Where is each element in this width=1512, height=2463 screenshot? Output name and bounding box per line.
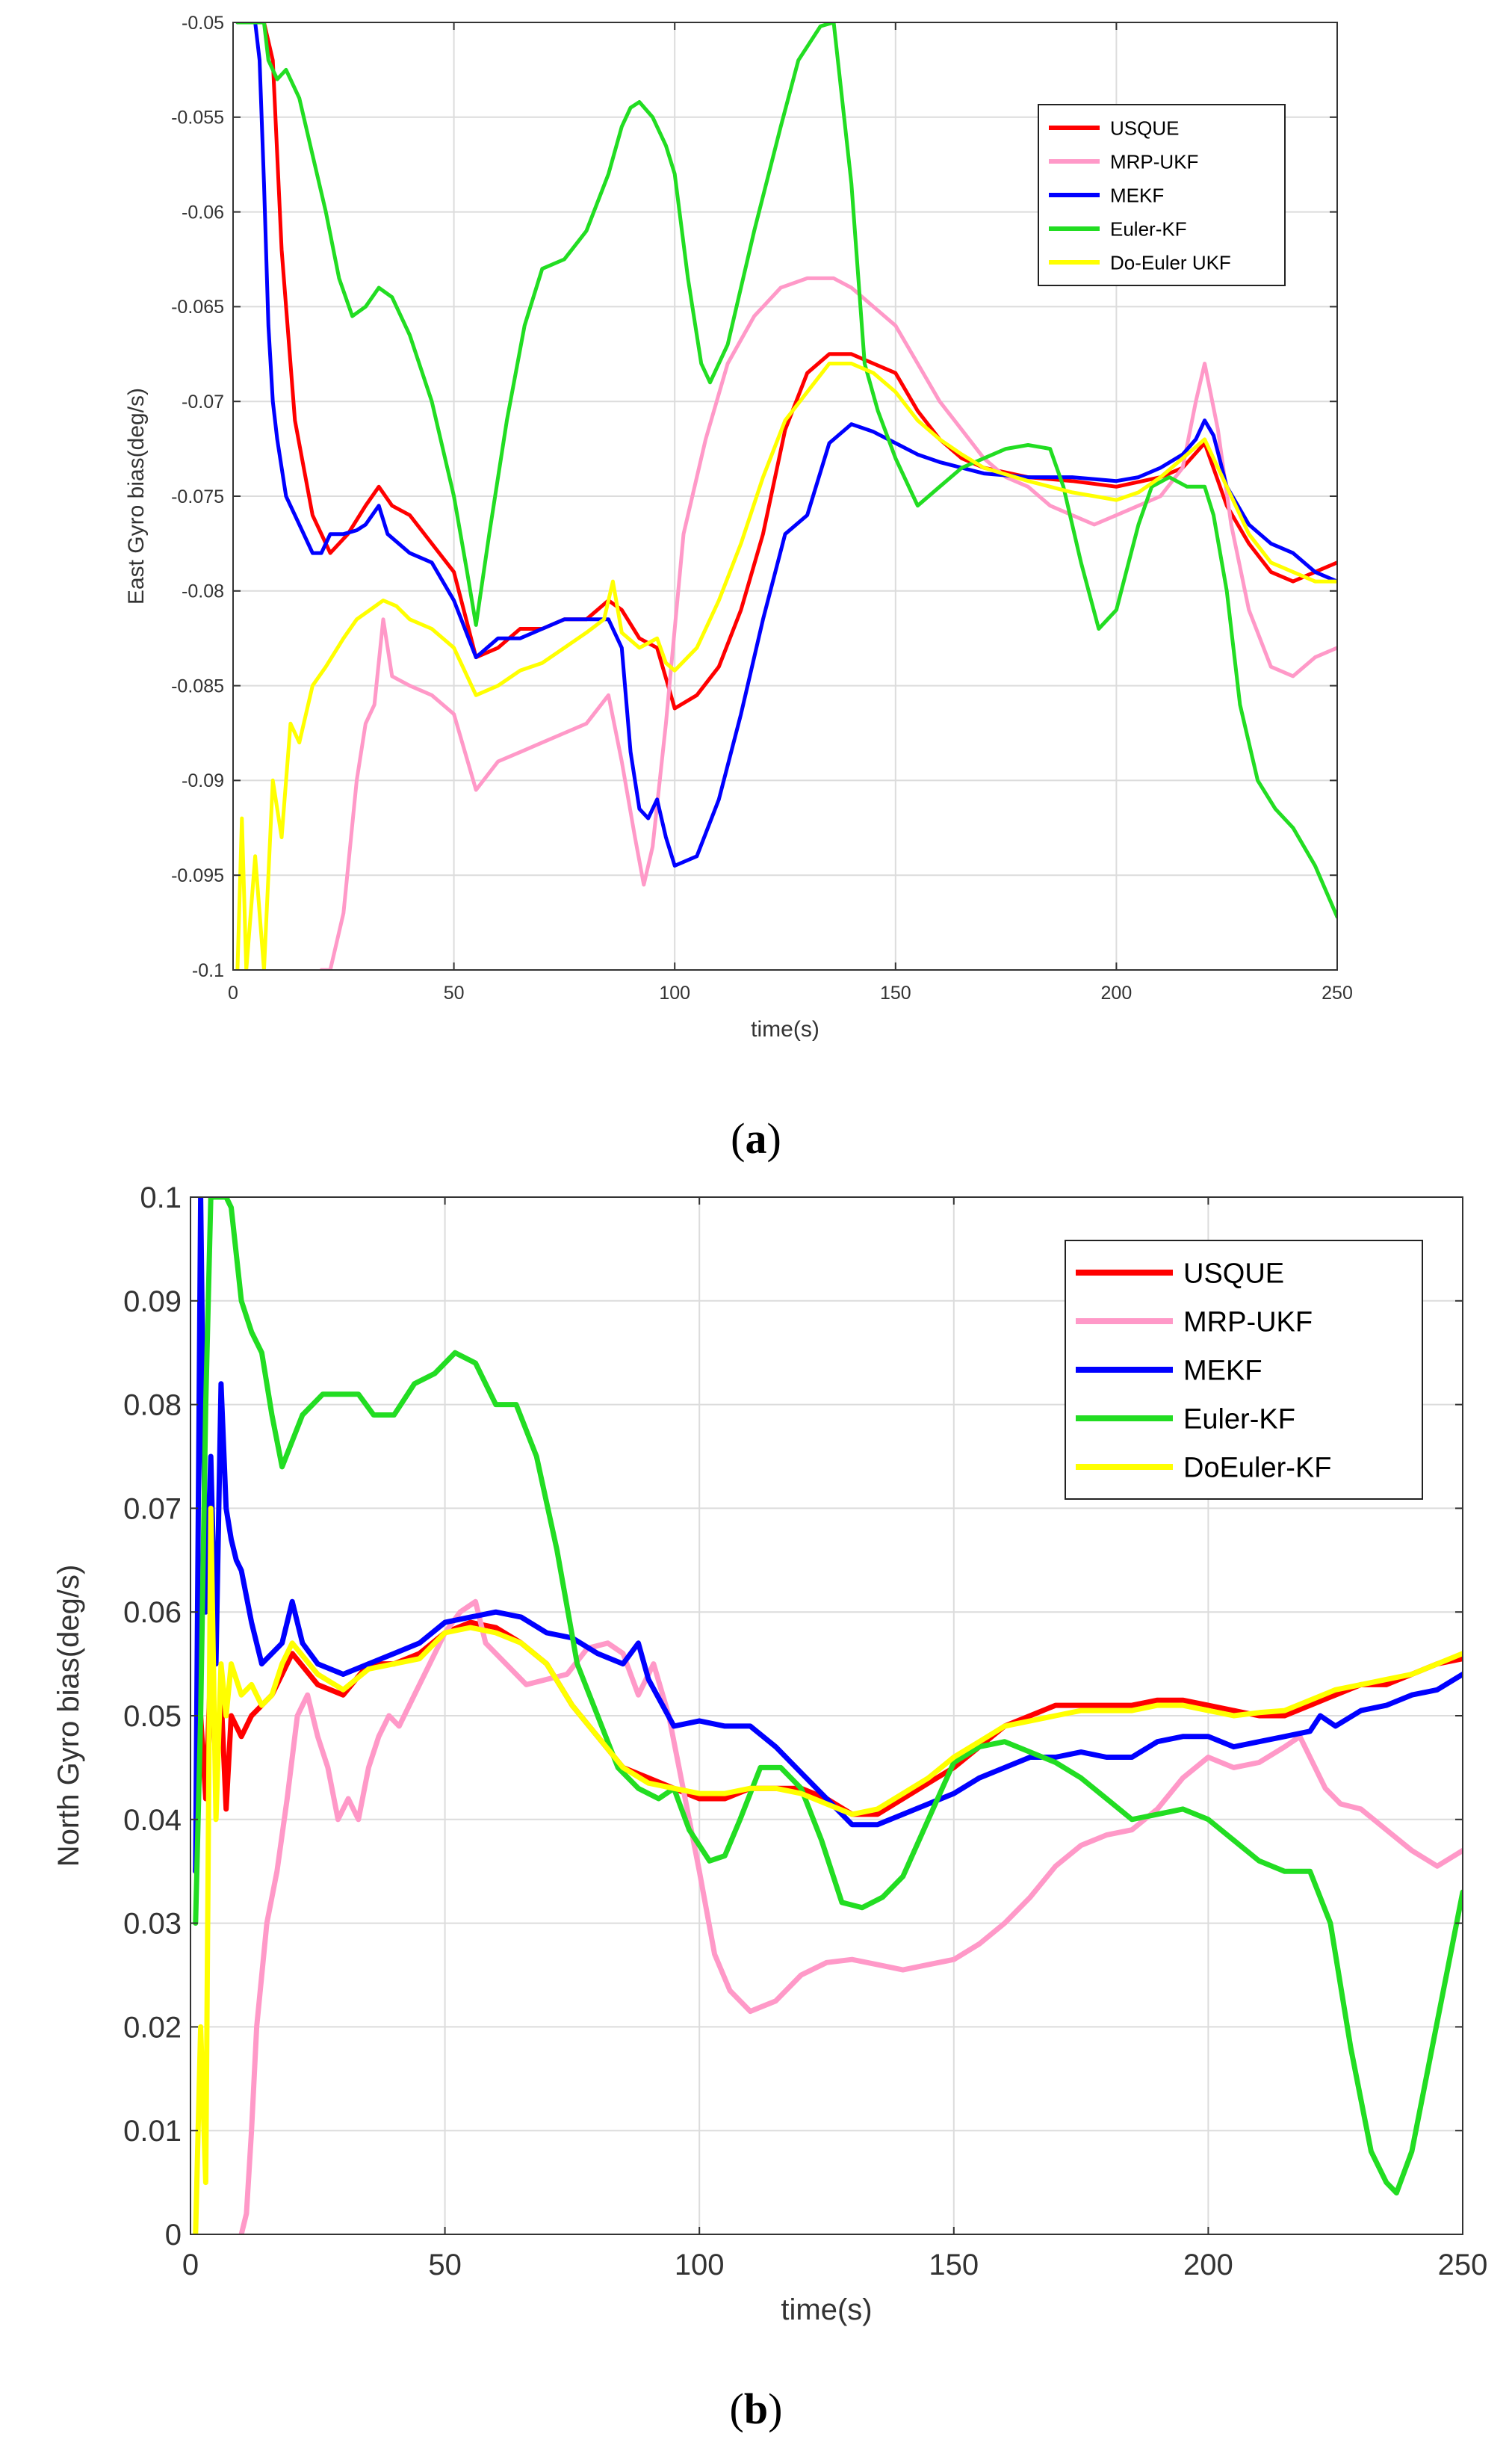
y-tick-label: 0.1 <box>140 1181 182 1214</box>
legend-label: MEKF <box>1183 1356 1262 1387</box>
series-line-mrp-ukf <box>319 276 1337 970</box>
y-tick-label: 0.07 <box>123 1492 182 1525</box>
caption-b-letter: b <box>743 2385 769 2433</box>
x-tick-label: 100 <box>675 2249 725 2281</box>
x-tick-label: 50 <box>444 983 465 1004</box>
series-line-mrp-ukf <box>238 1598 1463 2234</box>
y-tick-label: 0.08 <box>123 1389 182 1422</box>
series-line-euler-kf <box>235 22 1337 919</box>
y-tick-label: -0.05 <box>182 13 224 34</box>
legend-label: DoEuler-KF <box>1183 1453 1332 1484</box>
y-tick-label: -0.095 <box>171 865 224 886</box>
x-tick-label: 50 <box>428 2249 462 2281</box>
legend-label: MRP-UKF <box>1183 1307 1313 1338</box>
series-group-b <box>193 1197 1463 2234</box>
x-axis-label: time(s) <box>781 2293 872 2326</box>
x-tick-label: 200 <box>1101 983 1133 1004</box>
series-line-mekf <box>235 22 1337 868</box>
legend-label: USQUE <box>1110 117 1179 139</box>
legend-label: Do-Euler UKF <box>1110 251 1231 274</box>
caption-b: (b) <box>0 2384 1512 2434</box>
x-tick-label: 100 <box>659 983 690 1004</box>
x-tick-label: 0 <box>228 983 238 1004</box>
y-tick-label: -0.055 <box>171 108 224 129</box>
series-group-a <box>235 22 1337 970</box>
chart-east-gyro-bias: 0 50 100 150 200 250 -0.1 -0.095 -0.09 -0.085 -0.0… <box>0 0 1512 1084</box>
legend-label: MRP-UKF <box>1110 150 1198 173</box>
y-tick-label: 0.05 <box>123 1700 182 1733</box>
legend-label: USQUE <box>1183 1258 1284 1290</box>
caption-a-paren-close: ) <box>766 1114 781 1163</box>
x-tick-label: 250 <box>1438 2249 1488 2281</box>
caption-b-paren-close: ) <box>768 2385 783 2433</box>
y-tick-label: 0.04 <box>123 1804 182 1837</box>
legend-label: Euler-KF <box>1183 1404 1295 1436</box>
y-tick-label: 0.01 <box>123 2115 182 2148</box>
legend-label: Euler-KF <box>1110 217 1187 240</box>
chart-north-gyro-bias: 0 50 100 150 200 250 0 0.01 0.02 0.03 0.04 0.05 0.06… <box>0 1181 1512 2384</box>
y-axis-label: East Gyro bias(deg/s) <box>124 388 149 605</box>
y-tick-label: 0 <box>165 2219 182 2252</box>
caption-a-paren-open: ( <box>731 1114 746 1163</box>
y-tick-label: -0.08 <box>182 581 224 602</box>
y-tick-label: -0.06 <box>182 202 224 223</box>
legend-label: MEKF <box>1110 184 1164 206</box>
x-tick-label: 0 <box>182 2249 199 2281</box>
x-tick-label: 200 <box>1183 2249 1233 2281</box>
y-tick-label: 0.09 <box>123 1285 182 1318</box>
y-tick-label: -0.075 <box>171 486 224 507</box>
x-tick-label: 150 <box>929 2249 979 2281</box>
x-axis-label: time(s) <box>751 1017 819 1042</box>
y-tick-label: -0.09 <box>182 770 224 791</box>
series-line-euler-kf <box>193 1197 1463 2195</box>
y-axis-label: North Gyro bias(deg/s) <box>52 1565 85 1867</box>
series-line-doeuler-kf <box>193 1505 1463 2234</box>
y-tick-label: 0.03 <box>123 1908 182 1941</box>
caption-b-paren-open: ( <box>729 2385 744 2433</box>
series-line-mekf <box>193 1197 1463 1874</box>
x-tick-label: 150 <box>880 983 911 1004</box>
y-tick-label: -0.065 <box>171 297 224 318</box>
y-tick-label: -0.085 <box>171 676 224 696</box>
caption-a: (a) <box>0 1113 1512 1163</box>
caption-a-letter: a <box>745 1114 767 1163</box>
series-line-usque <box>235 22 1337 711</box>
y-tick-label: 0.06 <box>123 1596 182 1629</box>
y-tick-label: -0.07 <box>182 392 224 412</box>
x-tick-label: 250 <box>1322 983 1353 1004</box>
series-line-do-euler-ukf <box>235 362 1337 970</box>
y-tick-label: -0.1 <box>192 960 224 981</box>
y-tick-label: 0.02 <box>123 2011 182 2044</box>
